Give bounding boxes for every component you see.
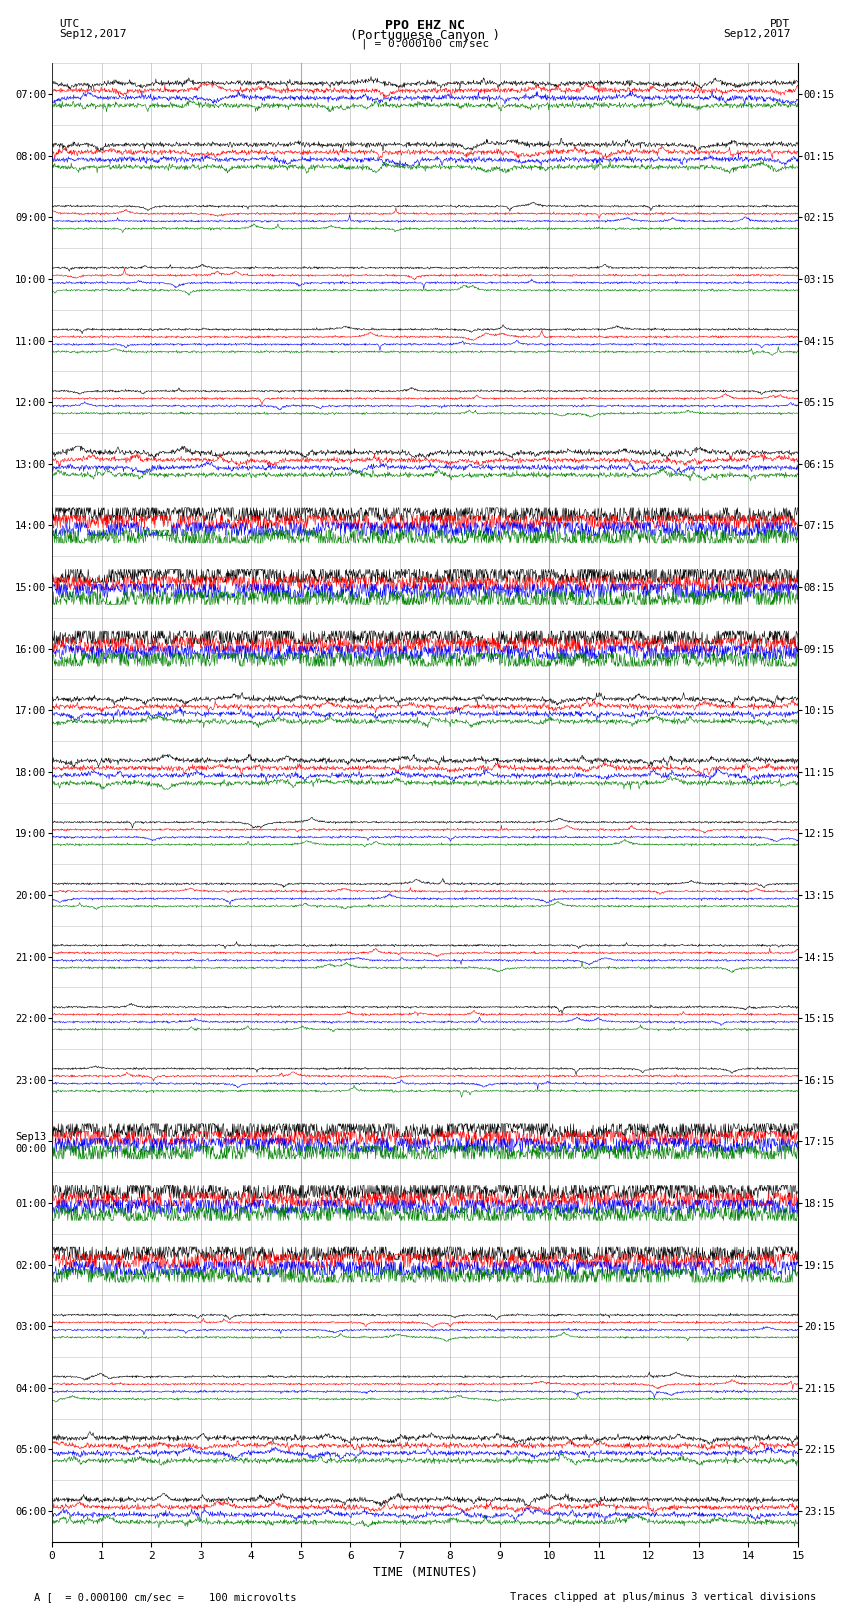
Text: Traces clipped at plus/minus 3 vertical divisions: Traces clipped at plus/minus 3 vertical … <box>510 1592 816 1602</box>
Text: UTC: UTC <box>60 19 80 29</box>
Text: PDT: PDT <box>770 19 790 29</box>
Text: A [  = 0.000100 cm/sec =    100 microvolts: A [ = 0.000100 cm/sec = 100 microvolts <box>34 1592 297 1602</box>
Text: Sep12,2017: Sep12,2017 <box>723 29 791 39</box>
Text: | = 0.000100 cm/sec: | = 0.000100 cm/sec <box>361 39 489 50</box>
X-axis label: TIME (MINUTES): TIME (MINUTES) <box>372 1566 478 1579</box>
Text: (Portuguese Canyon ): (Portuguese Canyon ) <box>350 29 500 42</box>
Text: PPO EHZ NC: PPO EHZ NC <box>385 19 465 32</box>
Text: Sep12,2017: Sep12,2017 <box>60 29 127 39</box>
